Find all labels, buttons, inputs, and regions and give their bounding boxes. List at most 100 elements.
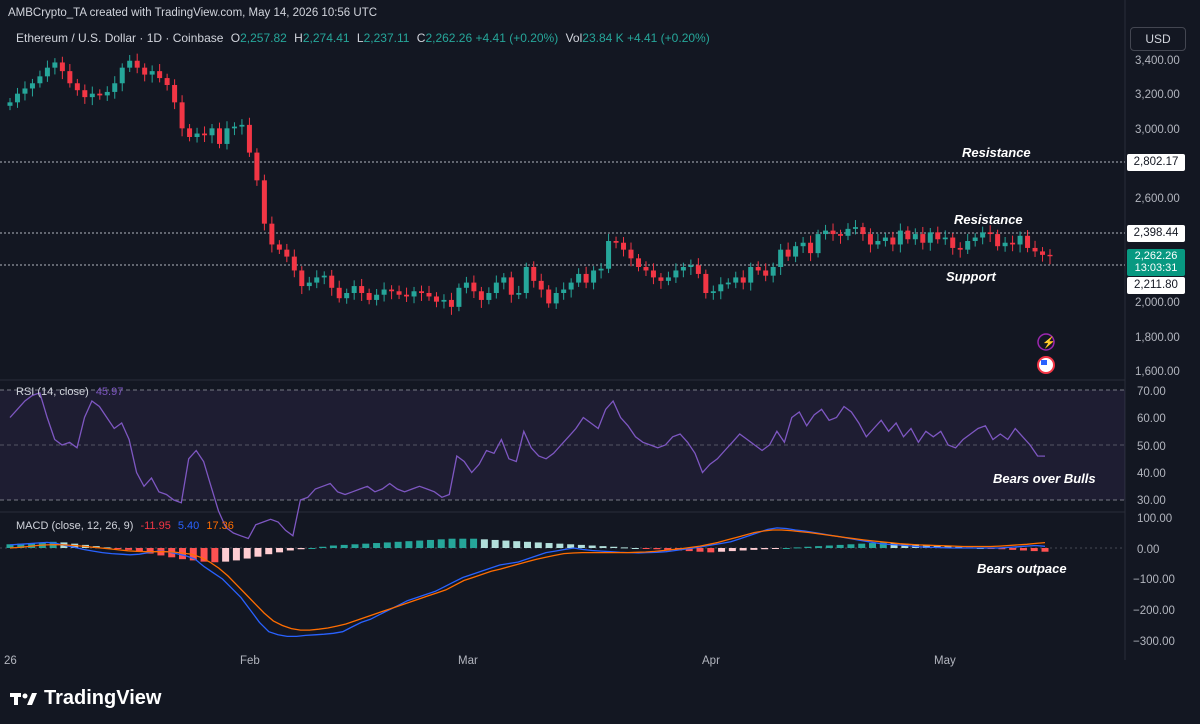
candle-body xyxy=(860,227,866,235)
candle-body xyxy=(52,62,58,68)
candle-body xyxy=(59,62,65,72)
macd-hist-value: -11.95 xyxy=(140,520,171,532)
macd-tick: 0.00 xyxy=(1137,544,1159,556)
macd-histogram-bar xyxy=(567,544,575,548)
candle-body xyxy=(209,128,215,136)
macd-histogram-bar xyxy=(351,544,359,548)
candle-body xyxy=(778,249,784,267)
candle-body xyxy=(359,286,365,293)
macd-histogram-bar xyxy=(329,545,337,548)
macd-histogram-bar xyxy=(696,548,704,552)
support-annotation: Support xyxy=(946,269,996,284)
candle-body xyxy=(658,277,664,281)
macd-histogram-bar xyxy=(448,538,456,548)
macd-histogram-bar xyxy=(437,539,445,548)
macd-histogram-bar xyxy=(459,538,467,548)
macd-histogram-bar xyxy=(610,546,618,548)
candle-body xyxy=(703,273,709,293)
candle-body xyxy=(97,93,103,96)
candle-body xyxy=(456,287,462,307)
candle-body xyxy=(246,124,252,153)
rsi-label: RSI (14, close) xyxy=(16,386,89,398)
candle-body xyxy=(344,293,350,299)
candle-body xyxy=(598,268,604,271)
macd-histogram-bar xyxy=(556,543,564,548)
rsi-value: 45.97 xyxy=(95,386,124,398)
price-tick: 3,000.00 xyxy=(1135,124,1180,136)
macd-histogram-bar xyxy=(426,539,434,548)
rsi-legend[interactable]: RSI (14, close) 45.97 xyxy=(16,386,123,398)
rsi-tick: 30.00 xyxy=(1137,495,1166,507)
candle-body xyxy=(897,230,903,245)
lightning-icon[interactable] xyxy=(1037,333,1055,351)
resistance-annotation-high: Resistance xyxy=(962,145,1031,160)
candle-body xyxy=(935,232,941,240)
price-tick: 2,600.00 xyxy=(1135,193,1180,205)
price-tick: 3,200.00 xyxy=(1135,89,1180,101)
macd-histogram-bar xyxy=(922,544,930,548)
macd-histogram-bar xyxy=(286,548,294,551)
macd-histogram-bar xyxy=(243,548,251,559)
candle-body xyxy=(82,90,88,98)
candle-body xyxy=(404,294,410,297)
rsi-line-group xyxy=(9,391,1046,540)
macd-histogram-bar xyxy=(470,538,478,548)
candle-body xyxy=(254,152,260,181)
macd-histogram-bar xyxy=(297,548,305,550)
candle-body xyxy=(516,293,522,295)
current-price-tag: 2,262.26 13:03:31 xyxy=(1127,249,1185,276)
time-tick: May xyxy=(934,655,956,667)
low-value: 2,237.11 xyxy=(363,31,410,45)
candle-body xyxy=(546,289,552,304)
rsi-line xyxy=(9,391,1046,540)
macd-histogram-bar xyxy=(502,540,510,548)
candle-body xyxy=(770,267,776,276)
candle-body xyxy=(396,291,402,295)
rsi-axis: 70.00 60.00 50.00 40.00 30.00 xyxy=(1137,386,1166,507)
candle-body xyxy=(164,78,170,85)
candle-body xyxy=(1002,242,1008,247)
macd-histogram-bar xyxy=(685,548,693,552)
currency-button[interactable]: USD xyxy=(1130,27,1186,51)
macd-histogram-bar xyxy=(534,542,542,548)
candle-body xyxy=(635,258,641,267)
candle-body xyxy=(508,277,514,295)
macd-histogram-bar xyxy=(114,548,122,549)
candle-body xyxy=(882,237,888,241)
macd-axis: 100.00 0.00 −100.00 −200.00 −300.00 xyxy=(1133,513,1175,648)
macd-legend[interactable]: MACD (close, 12, 26, 9) -11.95 5.40 17.3… xyxy=(16,520,234,532)
attribution-text: AMBCrypto_TA created with TradingView.co… xyxy=(8,7,378,19)
macd-histogram-bar xyxy=(232,548,240,561)
macd-histogram-bar xyxy=(1019,548,1027,551)
macd-histogram-bar xyxy=(319,546,327,548)
candle-body xyxy=(433,296,439,302)
macd-histogram-bar xyxy=(513,541,521,548)
candle-body xyxy=(643,267,649,271)
candle-body xyxy=(867,234,873,245)
candle-body xyxy=(149,71,155,75)
candle-body xyxy=(411,291,417,297)
macd-histogram-bar xyxy=(308,548,316,549)
macd-histogram-bar xyxy=(793,547,801,549)
macd-histogram-bar xyxy=(394,541,402,548)
candle-body xyxy=(852,227,858,229)
candle-body xyxy=(224,128,230,144)
candle-body xyxy=(950,237,956,248)
candle-body xyxy=(845,228,851,236)
macd-annotation: Bears outpace xyxy=(977,561,1067,576)
candle-body xyxy=(419,291,425,293)
macd-histogram-bar xyxy=(664,548,672,550)
low-label: L xyxy=(356,31,364,45)
price-axis: 3,400.00 3,200.00 3,000.00 2,600.00 2,00… xyxy=(1135,55,1180,378)
macd-group xyxy=(6,527,1049,638)
macd-histogram-bar xyxy=(135,548,143,552)
candle-body xyxy=(104,91,110,96)
macd-histogram-bar xyxy=(847,544,855,548)
macd-histogram-bar xyxy=(890,543,898,548)
symbol-name[interactable]: Ethereum / U.S. Dollar · 1D · Coinbase xyxy=(16,31,224,45)
candle-body xyxy=(613,241,619,243)
tradingview-logo-icon xyxy=(10,692,37,705)
macd-histogram-bar xyxy=(998,548,1006,550)
candle-body xyxy=(748,267,754,283)
